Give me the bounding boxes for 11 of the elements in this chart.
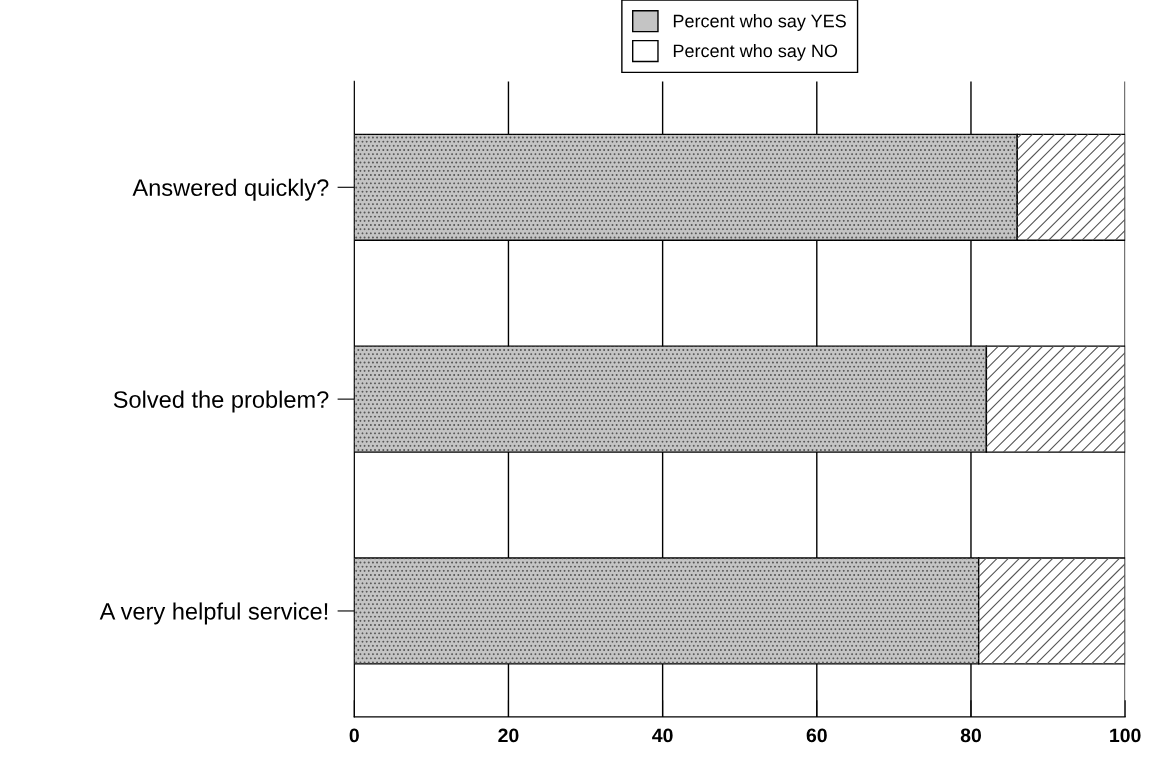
x-tick-label: 0 [349,728,359,743]
x-tick-label: 20 [498,728,519,743]
x-tick-label: 60 [806,728,827,743]
x-tick-label: 100 [1110,728,1141,743]
legend-label: Percent who say NO [673,44,838,61]
x-tick-label: 40 [652,728,673,743]
y-tick-label: A very helpful service! [99,602,328,625]
x-tick-label: 80 [960,728,981,743]
y-tick-label: Solved the problem? [113,390,329,413]
y-tick-label: Answered quickly? [132,178,329,201]
legend-label: Percent who say YES [673,14,846,31]
